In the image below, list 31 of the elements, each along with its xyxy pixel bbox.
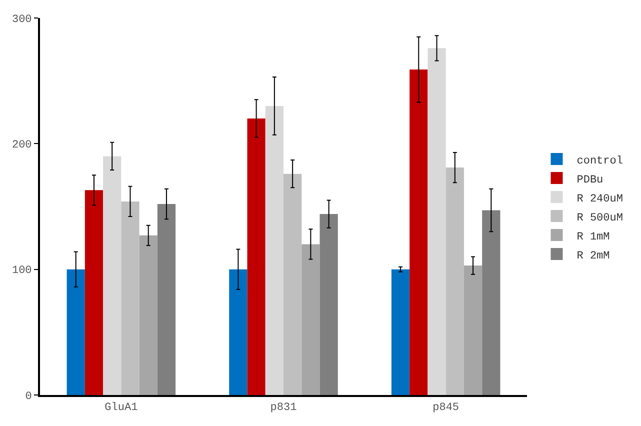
bar — [247, 118, 266, 395]
bar — [391, 269, 410, 395]
bar — [302, 244, 320, 395]
legend-label: R 1mM — [576, 231, 610, 244]
bar — [284, 174, 302, 395]
bar — [428, 48, 446, 395]
bar — [446, 168, 464, 395]
bar — [84, 190, 104, 395]
bar — [464, 266, 482, 395]
bar — [320, 214, 338, 395]
y-tick-label: 200 — [12, 140, 32, 152]
bar — [410, 70, 428, 395]
x-tick-label: GluA1 — [104, 402, 138, 414]
bar — [482, 210, 500, 395]
bar — [265, 106, 284, 395]
x-tick-label: p831 — [270, 402, 298, 414]
bar — [229, 269, 248, 395]
bar — [121, 201, 140, 395]
bar — [66, 269, 85, 395]
legend-label: R 500uM — [576, 212, 623, 224]
legend-label: R 2mM — [576, 250, 610, 262]
legend-label: control — [576, 155, 623, 168]
bar — [103, 156, 122, 395]
legend-label: PDBu — [576, 174, 604, 186]
bar — [139, 235, 158, 395]
y-tick-label: 300 — [12, 14, 32, 26]
y-tick-label: 100 — [12, 265, 32, 278]
y-tick-label: 0 — [25, 390, 32, 403]
bar — [157, 204, 176, 395]
legend-label: R 240uM — [576, 193, 623, 206]
x-tick-label: p845 — [432, 402, 460, 414]
